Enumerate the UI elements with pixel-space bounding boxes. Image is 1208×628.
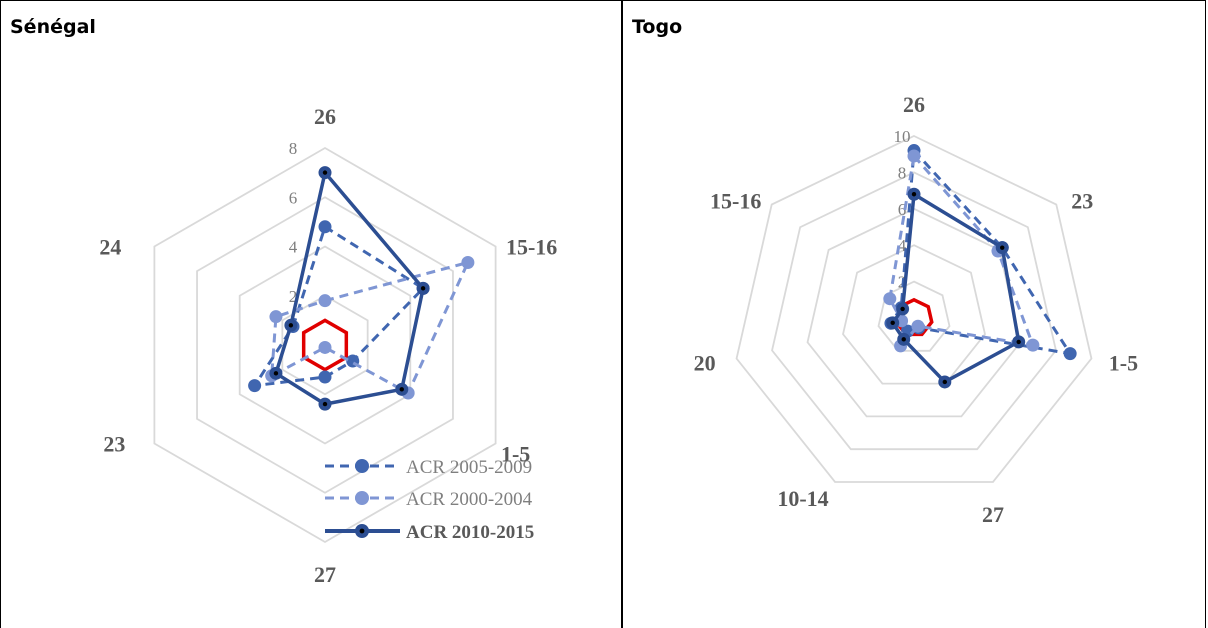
- grid-ring: [735, 135, 1093, 483]
- panel-title-togo: Togo: [632, 16, 683, 38]
- grid-ring: [842, 244, 986, 385]
- axis-label: 24: [99, 235, 121, 260]
- legend-label: ACR 2010-2015: [406, 522, 534, 543]
- axis-label: 15-16: [710, 189, 761, 214]
- data-point-center: [1000, 245, 1005, 250]
- threshold-polygon: [301, 318, 349, 372]
- grid-ring: [771, 171, 1057, 451]
- data-point-center: [322, 401, 328, 407]
- data-point-center: [288, 323, 294, 328]
- tick-label: 2: [289, 287, 298, 306]
- tick-label: 8: [289, 139, 298, 158]
- data-point: [911, 319, 925, 333]
- axis-label: 27: [982, 502, 1004, 527]
- data-point-center: [901, 337, 906, 342]
- grid-ring: [196, 196, 454, 494]
- data-point-center: [900, 306, 905, 312]
- grid: [153, 146, 497, 544]
- data-point-center: [1016, 339, 1021, 345]
- data-point: [318, 294, 332, 308]
- data-point: [907, 149, 921, 163]
- data-point-center: [420, 286, 426, 291]
- axis-labels: 26 23 1-5 27 10-14 20 15-16: [694, 92, 1139, 527]
- axis-label: 1-5: [501, 442, 530, 467]
- grid-ring: [238, 245, 412, 445]
- axis-label: 26: [903, 92, 925, 117]
- panel-senegal: Sénégal 2 4 6 8 26 15-16 1-5 27 23 24 ACR 2005-200…: [10, 16, 557, 587]
- data-point: [269, 310, 283, 324]
- data-point: [318, 340, 332, 354]
- data-point-center: [273, 371, 279, 376]
- tick-label: 10: [894, 127, 911, 146]
- grid-ring: [153, 146, 497, 544]
- grid-ring: [877, 280, 951, 352]
- tick-label: 6: [289, 188, 298, 207]
- data-point: [248, 379, 262, 393]
- tick-label: 4: [898, 236, 907, 255]
- series-acr-2010-2015: [269, 166, 430, 411]
- data-point-center: [322, 170, 328, 175]
- series-acr-2010-2015: [886, 187, 1026, 389]
- data-point-center: [942, 379, 947, 385]
- data-point-center: [911, 192, 917, 197]
- axis-label: 23: [103, 432, 125, 457]
- series-acr-2005-2009: [248, 220, 430, 393]
- axis-label: 26: [314, 104, 336, 129]
- legend-label: ACR 2005-2009: [406, 457, 532, 478]
- legend-marker-center: [359, 528, 365, 534]
- data-point: [318, 370, 332, 384]
- tick-labels: 2 4 6 8: [289, 139, 298, 306]
- data-point: [461, 256, 475, 270]
- axis-label: 27: [314, 562, 336, 587]
- data-point: [883, 292, 897, 306]
- data-point: [1063, 347, 1077, 361]
- panel-divider: [621, 0, 623, 628]
- axis-label: 10-14: [777, 486, 828, 511]
- legend-label: ACR 2000-2004: [406, 489, 533, 510]
- data-point-center: [890, 320, 895, 326]
- series-acr-2000-2004: [265, 256, 475, 400]
- legend-marker: [355, 459, 369, 473]
- axis-label: 23: [1071, 189, 1093, 214]
- data-point: [318, 220, 332, 234]
- series-line: [890, 192, 1021, 384]
- tick-label: 4: [289, 238, 298, 257]
- axis-label: 1-5: [1109, 350, 1138, 375]
- legend: ACR 2005-2009 ACR 2000-2004 ACR 2010-2015: [325, 457, 534, 543]
- series-line: [274, 170, 425, 406]
- tick-label: 6: [898, 200, 907, 219]
- data-point-center: [399, 387, 404, 392]
- legend-marker: [355, 491, 369, 505]
- axis-label: 20: [694, 350, 716, 375]
- grid-ring: [281, 294, 369, 396]
- panel-title-senegal: Sénégal: [10, 16, 96, 38]
- data-point: [1026, 338, 1040, 352]
- series-line: [888, 154, 1035, 348]
- tick-label: 8: [898, 163, 907, 182]
- axis-label: 15-16: [506, 235, 557, 260]
